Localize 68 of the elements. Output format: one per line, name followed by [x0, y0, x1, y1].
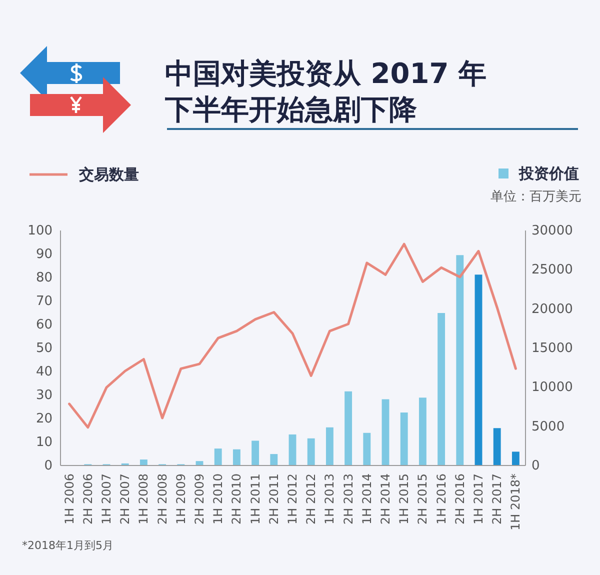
x-tick-label: 1H 2012 [286, 474, 300, 525]
y-tick-label: 80 [36, 270, 52, 286]
y-tick-label: 0 [44, 458, 52, 474]
x-tick-label: 2H 2006 [80, 474, 95, 525]
x-tick-label: 1H 2017 [472, 474, 486, 525]
chart-title: 中国对美投资从 2017 年下半年开始急剧下降 [165, 56, 488, 128]
bar [344, 391, 352, 465]
y-tick-label: 70 [36, 294, 52, 309]
y2-tick-label: 0 [532, 458, 540, 474]
x-tick-label: 2H 2007 [118, 474, 132, 525]
x-tick-label: 1H 2018* [508, 474, 523, 531]
line-series [68, 242, 517, 429]
bar [474, 274, 482, 465]
x-tick-label: 1H 2013 [322, 474, 337, 525]
x-tick-label: 1H 2009 [174, 474, 188, 525]
y-tick-label: 10 [36, 435, 52, 450]
bar [363, 432, 371, 465]
bar [140, 460, 148, 465]
y-tick-label: 30 [36, 388, 52, 403]
bar [214, 448, 222, 465]
x-tick-label: 2H 2011 [266, 474, 281, 525]
legend-label: 交易数量 [78, 166, 139, 184]
y-tick-label: 90 [36, 247, 52, 262]
x-tick-label: 2H 2014 [378, 474, 392, 525]
x-tick-label: 2H 2013 [341, 474, 356, 525]
x-tick-label: 1H 2014 [360, 474, 374, 525]
bar [196, 461, 204, 465]
x-tick-label: 2H 2010 [230, 474, 244, 525]
x-tick-label: 2H 2009 [192, 474, 206, 525]
y2-axis-title: 单位：百万美元 [490, 188, 582, 204]
bar [456, 255, 464, 465]
bar [232, 449, 240, 465]
x-tick-label: 1H 2016 [434, 474, 448, 525]
x-tick-label: 2H 2008 [155, 474, 170, 525]
x-tick-label: 1H 2015 [397, 474, 412, 525]
y-tick-label: 60 [36, 318, 52, 332]
bar [418, 398, 426, 465]
x-tick-label: 1H 2010 [211, 474, 226, 525]
x-tick-label: 2H 2015 [416, 474, 430, 525]
bar [512, 452, 520, 465]
x-tick-label: 2H 2012 [304, 474, 318, 525]
y2-tick-label: 15000 [532, 341, 573, 356]
x-tick-label: 2H 2017 [490, 474, 504, 525]
x-tick-label: 1H 2006 [62, 474, 76, 525]
bar [307, 438, 315, 465]
x-tick-label: 1H 2007 [100, 474, 114, 525]
y-tick-label: 40 [36, 364, 52, 380]
text: *2018年1月到5月 [22, 538, 114, 553]
x-tick-label: 1H 2008 [136, 474, 151, 525]
bar [326, 427, 334, 465]
bar [252, 440, 260, 465]
y2-tick-label: 30000 [532, 224, 573, 238]
x-tick-label: 1H 2011 [248, 474, 262, 525]
y-tick-label: 100 [28, 224, 52, 238]
bar [493, 428, 501, 465]
y-tick-label: 20 [36, 412, 52, 426]
x-tick-label: 2H 2016 [452, 474, 467, 525]
bar [438, 313, 446, 465]
y2-tick-label: 5000 [532, 419, 565, 434]
bar [382, 399, 390, 465]
bar [270, 454, 278, 465]
y-tick-label: 50 [36, 341, 52, 356]
y2-tick-label: 25000 [532, 262, 573, 278]
legend-label: 投资价值 [518, 164, 579, 182]
bar [288, 434, 296, 465]
bar [400, 412, 408, 465]
y2-tick-label: 20000 [532, 302, 573, 317]
y2-tick-label: 10000 [532, 380, 573, 396]
